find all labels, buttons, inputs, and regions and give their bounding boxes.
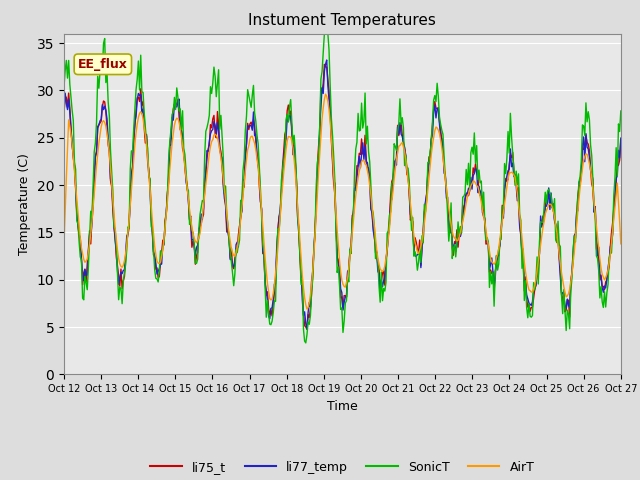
li75_t [234, 246, 241, 252]
AirT [617, 241, 625, 247]
AirT [234, 245, 241, 251]
X-axis label: Time: Time [327, 400, 358, 413]
li77_temp [617, 135, 625, 141]
li77_temp [234, 239, 241, 245]
SonicT [617, 108, 625, 114]
SonicT [234, 250, 241, 255]
Line: li75_t: li75_t [64, 64, 621, 329]
li75_t [295, 225, 303, 230]
SonicT [295, 232, 303, 238]
li75_t [60, 110, 68, 116]
li77_temp [374, 268, 381, 274]
li77_temp [323, 57, 330, 63]
SonicT [568, 275, 576, 281]
Y-axis label: Temperature (C): Temperature (C) [18, 153, 31, 255]
SonicT [60, 84, 68, 90]
Text: EE_flux: EE_flux [78, 58, 128, 71]
SonicT [321, 31, 328, 36]
li77_temp [568, 269, 576, 275]
AirT [303, 306, 311, 312]
li77_temp [472, 166, 479, 172]
SonicT [374, 258, 381, 264]
Line: SonicT: SonicT [64, 34, 621, 343]
li75_t [321, 61, 328, 67]
AirT [374, 255, 381, 261]
li77_temp [303, 326, 311, 332]
AirT [568, 270, 576, 276]
Title: Instument Temperatures: Instument Temperatures [248, 13, 436, 28]
Line: li77_temp: li77_temp [64, 60, 621, 329]
AirT [401, 148, 408, 154]
SonicT [472, 160, 479, 166]
Legend: li75_t, li77_temp, SonicT, AirT: li75_t, li77_temp, SonicT, AirT [145, 456, 540, 479]
li77_temp [401, 144, 408, 150]
SonicT [401, 163, 408, 168]
SonicT [302, 340, 310, 346]
li75_t [568, 271, 576, 276]
li75_t [617, 138, 625, 144]
AirT [295, 219, 303, 225]
li77_temp [60, 110, 68, 116]
AirT [472, 180, 479, 186]
li75_t [472, 161, 479, 167]
li75_t [303, 326, 311, 332]
AirT [322, 91, 330, 97]
Line: AirT: AirT [64, 94, 621, 309]
li77_temp [295, 230, 303, 236]
li75_t [401, 146, 408, 152]
li75_t [374, 262, 381, 268]
AirT [60, 241, 68, 247]
